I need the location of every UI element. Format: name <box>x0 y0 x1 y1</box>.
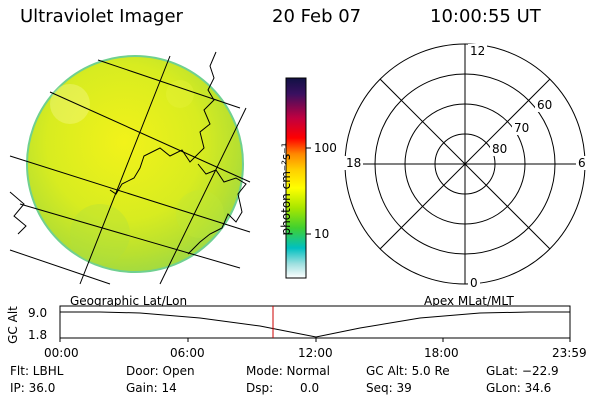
colorbar-scale <box>285 77 307 279</box>
colorbar-tick-100: 100 <box>314 141 337 155</box>
info-mode: Mode: Normal <box>246 364 330 378</box>
altitude-xtick-0600: 06:00 <box>170 346 205 360</box>
altitude-plot <box>59 305 571 342</box>
time-label: 10:00:55 UT <box>430 6 541 27</box>
altitude-xtick-1200: 12:00 <box>298 346 333 360</box>
geo-grid <box>9 55 251 285</box>
altitude-ytick-1-8: 1.8 <box>28 328 48 342</box>
altitude-ylabel: GC Alt <box>6 306 20 344</box>
info-seq: Seq: 39 <box>366 381 412 395</box>
info-gc-alt: GC Alt: 5.0 Re <box>366 364 450 378</box>
polar-label-60: 60 <box>535 98 555 112</box>
altitude-xtick-0000: 00:00 <box>44 346 79 360</box>
polar-label-6: 6 <box>576 156 588 170</box>
info-filter: Flt: LBHL <box>10 364 64 378</box>
colorbar <box>285 77 311 279</box>
colorbar-unit-label: photon cm⁻²s⁻¹ <box>279 142 293 236</box>
info-dsp-value: 0.0 <box>300 381 320 395</box>
uv-image <box>9 51 251 285</box>
altitude-ytick-9: 9.0 <box>28 306 48 320</box>
polar-label-80: 80 <box>490 142 510 156</box>
instrument-title: Ultraviolet Imager <box>20 6 183 27</box>
polar-label-0: 0 <box>468 276 480 290</box>
colorbar-tick-10: 10 <box>314 227 330 241</box>
uv-disc <box>27 56 243 272</box>
polar-panel-caption: Apex MLat/MLT <box>424 294 514 308</box>
polar-label-70: 70 <box>512 121 532 135</box>
polar-label-18: 18 <box>344 156 364 170</box>
info-glon: GLon: 34.6 <box>486 381 552 395</box>
info-gain: Gain: 14 <box>126 381 177 395</box>
coastline <box>9 51 247 255</box>
image-panel-caption: Geographic Lat/Lon <box>70 294 188 308</box>
altitude-xtick-2359: 23:59 <box>552 346 587 360</box>
date-label: 20 Feb 07 <box>272 6 362 27</box>
polar-plot <box>344 43 586 285</box>
altitude-plot-frame <box>59 305 571 339</box>
altitude-curve <box>60 311 570 338</box>
altitude-xtick-1800: 18:00 <box>424 346 459 360</box>
info-door: Door: Open <box>126 364 195 378</box>
info-glat: GLat: −22.9 <box>486 364 559 378</box>
polar-label-12: 12 <box>468 44 488 58</box>
info-ip: IP: 36.0 <box>10 381 56 395</box>
info-dsp-label: Dsp: <box>246 381 274 395</box>
